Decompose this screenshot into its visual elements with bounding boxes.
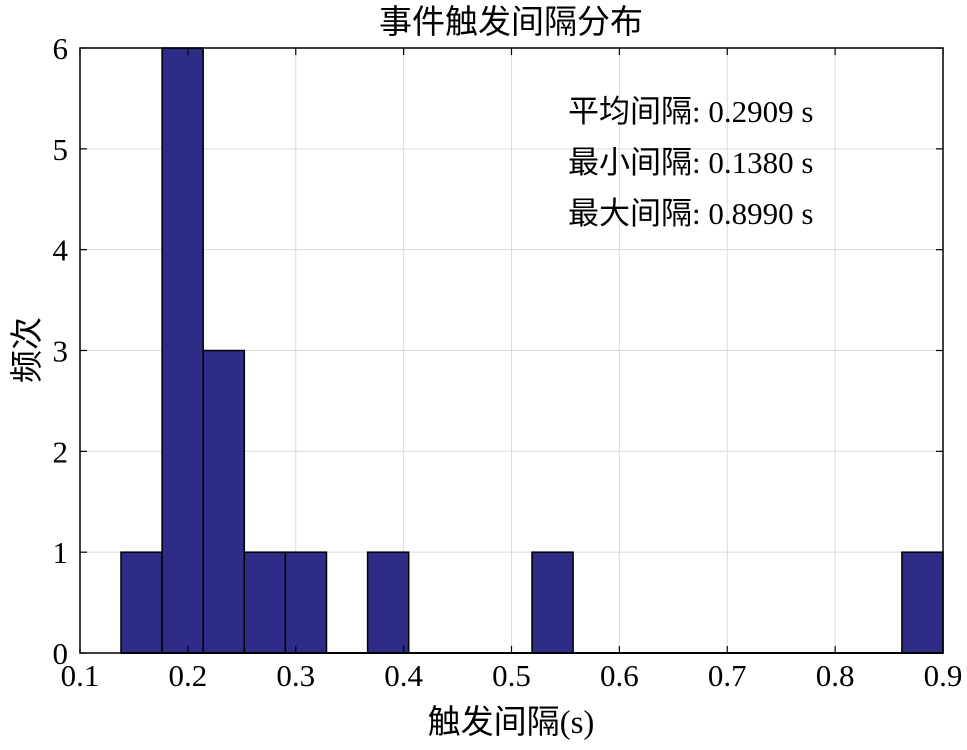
histogram-bar <box>202 349 246 654</box>
histogram-bar <box>120 551 163 654</box>
x-tick-label: 0.6 <box>600 658 639 693</box>
histogram-bar <box>366 551 410 654</box>
stat-mean-interval: 平均间隔: 0.2909 s <box>568 94 813 129</box>
stat-min-interval: 最小间隔: 0.1380 s <box>568 145 813 180</box>
y-tick-label: 5 <box>53 132 69 167</box>
histogram-bar <box>161 47 204 654</box>
stat-max-interval: 最大间隔: 0.8990 s <box>568 196 813 231</box>
y-tick-label: 3 <box>53 334 69 369</box>
y-tick-label: 2 <box>53 434 69 469</box>
x-tick-label: 0.3 <box>276 658 315 693</box>
histogram-bar <box>284 551 328 654</box>
x-tick-label: 0.9 <box>924 658 963 693</box>
x-tick-label: 0.1 <box>61 658 100 693</box>
y-tick-label: 1 <box>53 535 69 570</box>
x-tick-label: 0.2 <box>169 658 208 693</box>
y-tick-label: 0 <box>53 636 69 671</box>
y-tick-label: 6 <box>53 31 69 66</box>
x-tick-label: 0.8 <box>816 658 855 693</box>
histogram-bar <box>243 551 287 654</box>
tick-layer: 0.1 0.2 0.3 0.4 0.5 0.6 0.7 0.8 0.9 0 1 2 3 4 5 6 <box>53 31 963 693</box>
histogram-bar <box>531 551 574 654</box>
x-tick-label: 0.7 <box>708 658 747 693</box>
chart-title: 事件触发间隔分布 <box>379 4 643 41</box>
histogram-bar <box>901 551 944 654</box>
x-axis-label: 触发间隔(s) <box>428 704 595 741</box>
y-tick-label: 4 <box>53 233 69 268</box>
x-tick-label: 0.5 <box>492 658 531 693</box>
y-axis-label: 频次 <box>9 317 46 383</box>
x-tick-label: 0.4 <box>384 658 423 693</box>
bar-layer <box>120 47 944 654</box>
